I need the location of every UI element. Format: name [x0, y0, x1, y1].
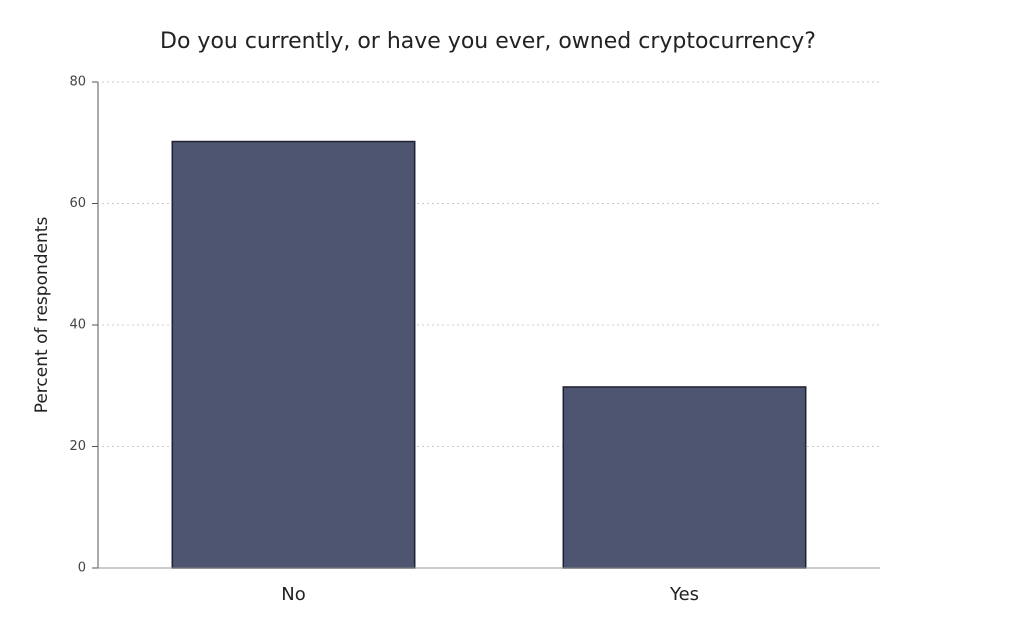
y-tick-label: 60 [69, 196, 86, 211]
bar [171, 140, 416, 569]
bar [562, 386, 807, 569]
y-tick-label: 20 [69, 439, 86, 454]
chart-title: Do you currently, or have you ever, owne… [160, 29, 816, 54]
x-tick-label: No [281, 584, 305, 605]
y-tick-label: 80 [69, 75, 86, 90]
y-tick-label: 40 [69, 318, 86, 333]
y-axis-label: Percent of respondents [32, 217, 52, 414]
x-tick-label: Yes [669, 584, 699, 605]
y-tick-label: 0 [78, 561, 86, 576]
